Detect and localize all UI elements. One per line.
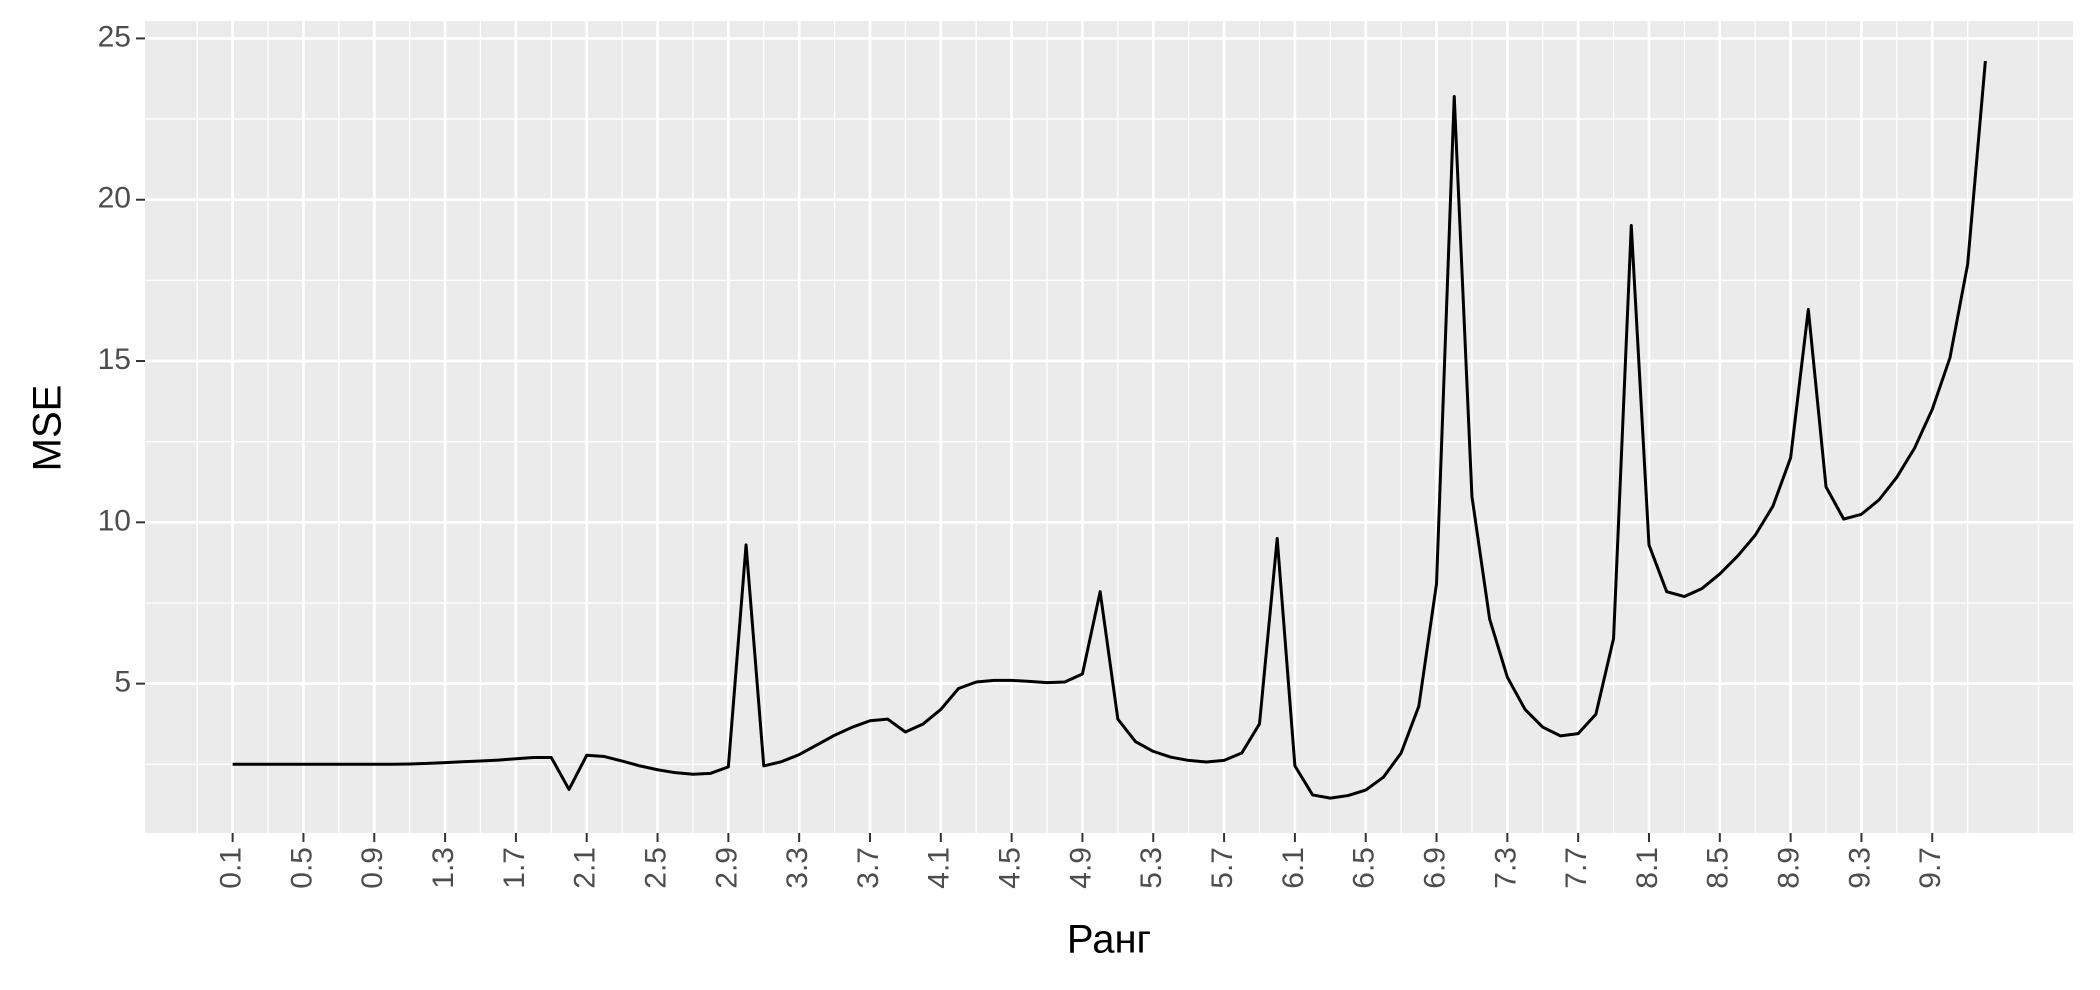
x-tick-label: 8.9 [1773,847,1806,889]
x-tick-label: 7.7 [1560,847,1593,889]
x-tick-label: 2.9 [710,847,743,889]
y-tick-label: 15 [98,343,131,376]
x-tick-label: 9.3 [1843,847,1876,889]
grid [145,21,2073,833]
x-tick-label: 4.9 [1064,847,1097,889]
x-tick-label: 4.5 [994,847,1027,889]
x-tick-label: 0.1 [215,847,248,889]
x-tick-label: 8.5 [1702,847,1735,889]
x-tick-label: 6.1 [1277,847,1310,889]
data-line [232,60,1987,800]
y-tick-label: 5 [114,666,131,699]
x-tick-label: 6.9 [1418,847,1451,889]
x-axis-title: Ранг [1067,918,1151,962]
y-axis-title: MSE [26,385,70,472]
y-tick-label: 20 [98,182,131,215]
x-tick-label: 1.7 [498,847,531,889]
x-tick-label: 3.3 [781,847,814,889]
x-tick-label: 0.9 [356,847,389,889]
x-tick-label: 6.5 [1348,847,1381,889]
x-tick-label: 9.7 [1914,847,1947,889]
x-tick-label: 2.1 [569,847,602,889]
x-tick-label: 5.7 [1206,847,1239,889]
x-tick-label: 0.5 [285,847,318,889]
x-tick-label: 4.1 [923,847,956,889]
x-tick-label: 7.3 [1489,847,1522,889]
y-tick-label: 10 [98,504,131,537]
x-tick-label: 3.7 [852,847,885,889]
x-tick-label: 1.3 [427,847,460,889]
x-tick-label: 5.3 [1135,847,1168,889]
marks [232,60,1987,800]
x-tick-label: 2.5 [639,847,672,889]
y-tick-label: 25 [98,20,131,53]
x-tick-label: 8.1 [1631,847,1664,889]
panel [145,21,2073,833]
